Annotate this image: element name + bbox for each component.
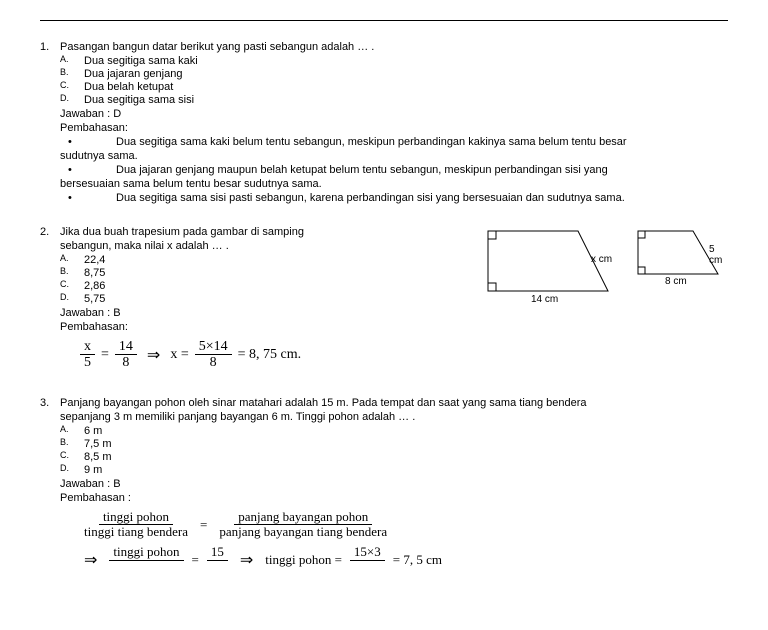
numerator: tinggi pohon: [109, 545, 183, 560]
bullet-icon: •: [60, 192, 116, 204]
x-equals: x =: [170, 347, 188, 363]
opt-text: 9 m: [84, 464, 728, 476]
fraction: 14 8: [115, 339, 137, 371]
arrow-icon: ⇒: [147, 345, 160, 365]
q3-discussion-label: Pembahasan :: [60, 492, 728, 504]
q1-answer: Jawaban : D: [60, 108, 728, 120]
opt-label: A.: [60, 54, 84, 66]
numerator: 15: [207, 545, 228, 560]
q1-option-a: A. Dua segitiga sama kaki: [60, 55, 728, 67]
numerator: panjang bayangan pohon: [234, 510, 372, 525]
q1-option-d: D. Dua segitiga sama sisi: [60, 94, 728, 106]
numerator: tinggi pohon: [99, 510, 173, 525]
denominator: 8: [206, 355, 221, 370]
top-divider: [40, 20, 728, 21]
opt-text: 8,5 m: [84, 451, 728, 463]
q3-option-b: B. 7,5 m: [60, 438, 728, 450]
numerator: 14: [115, 339, 137, 355]
opt-text: 6 m: [84, 425, 728, 437]
denominator: [362, 561, 373, 575]
bullet-text: Dua jajaran genjang maupun belah ketupat…: [116, 164, 728, 176]
q3-option-d: D. 9 m: [60, 464, 728, 476]
trapezoid-small: 5 cm 8 cm: [633, 226, 728, 294]
fraction: panjang bayangan pohon panjang bayangan …: [215, 510, 391, 540]
trap-label: 14 cm: [531, 294, 558, 305]
opt-label: B.: [60, 437, 84, 449]
opt-text: Dua belah ketupat: [84, 81, 728, 93]
q3-word-formula: tinggi pohon tinggi tiang bendera = panj…: [80, 510, 728, 540]
q3-text2: sepanjang 3 m memiliki panjang bayangan …: [60, 411, 728, 423]
numerator: x: [80, 339, 95, 355]
opt-label: B.: [60, 67, 84, 79]
q1-text: Pasangan bangun datar berikut yang pasti…: [60, 41, 728, 53]
denominator: [212, 561, 223, 575]
bullet-continue: bersesuaian sama belum tentu besar sudut…: [60, 178, 728, 190]
denominator: panjang bayangan tiang bendera: [215, 525, 391, 539]
arrow-icon: ⇒: [84, 550, 97, 570]
question-1: 1. Pasangan bangun datar berikut yang pa…: [40, 41, 728, 206]
trap-label: 5 cm: [709, 244, 728, 266]
fraction: x 5: [80, 339, 95, 371]
arrow-icon: ⇒: [240, 550, 253, 570]
bullet-text: Dua segitiga sama sisi pasti sebangun, k…: [116, 192, 728, 204]
bullet-continue: sudutnya sama.: [60, 150, 728, 162]
opt-label: D.: [60, 463, 84, 475]
opt-label: C.: [60, 279, 84, 291]
trap-label: x cm: [591, 254, 612, 265]
q3-formula-2: ⇒ tinggi pohon = 15 ⇒ tinggi pohon = 15×…: [80, 545, 728, 575]
opt-label: C.: [60, 450, 84, 462]
q2-formula: x 5 = 14 8 ⇒ x = 5×14 8 = 8, 75 cm.: [80, 339, 728, 371]
opt-text: Dua segitiga sama kaki: [84, 55, 728, 67]
tinggi-equals: tinggi pohon =: [265, 552, 342, 568]
question-2: 2. Jika dua buah trapesium pada gambar d…: [40, 226, 728, 377]
trapezoid-large: x cm 14 cm: [483, 226, 613, 309]
trap-label: 8 cm: [665, 276, 687, 287]
fraction: 15×3: [350, 545, 385, 575]
q3-option-c: C. 8,5 m: [60, 451, 728, 463]
denominator: tinggi tiang bendera: [80, 525, 192, 539]
q3-number: 3.: [40, 397, 60, 409]
q1-option-b: B. Dua jajaran genjang: [60, 68, 728, 80]
opt-text: 7,5 m: [84, 438, 728, 450]
fraction: 15: [207, 545, 228, 575]
bullet-item: • Dua segitiga sama sisi pasti sebangun,…: [60, 192, 728, 204]
bullet-item: • Dua jajaran genjang maupun belah ketup…: [60, 164, 728, 176]
bullet-item: • Dua segitiga sama kaki belum tentu seb…: [60, 136, 728, 148]
denominator: [141, 561, 152, 575]
bullet-icon: •: [60, 136, 116, 148]
q1-option-c: C. Dua belah ketupat: [60, 81, 728, 93]
opt-label: B.: [60, 266, 84, 278]
numerator: 15×3: [350, 545, 385, 560]
trapezoid-diagram: x cm 14 cm 5 cm 8 cm: [483, 226, 728, 309]
q2-discussion-label: Pembahasan:: [60, 321, 728, 333]
result: = 8, 75 cm.: [238, 347, 302, 363]
fraction: tinggi pohon: [109, 545, 183, 575]
q1-number: 1.: [40, 41, 60, 53]
fraction: tinggi pohon tinggi tiang bendera: [80, 510, 192, 540]
opt-text: Dua segitiga sama sisi: [84, 94, 728, 106]
q3-text1: Panjang bayangan pohon oleh sinar mataha…: [60, 397, 728, 409]
opt-text: Dua jajaran genjang: [84, 68, 728, 80]
denominator: 8: [118, 355, 133, 370]
opt-label: D.: [60, 292, 84, 304]
question-3: 3. Panjang bayangan pohon oleh sinar mat…: [40, 397, 728, 581]
bullet-icon: •: [60, 164, 116, 176]
opt-label: D.: [60, 93, 84, 105]
bullet-text: Dua segitiga sama kaki belum tentu seban…: [116, 136, 728, 148]
opt-label: A.: [60, 253, 84, 265]
equals: =: [101, 347, 109, 363]
equals: =: [192, 552, 199, 568]
q1-discussion-label: Pembahasan:: [60, 122, 728, 134]
result: = 7, 5 cm: [393, 552, 442, 568]
fraction: 5×14 8: [195, 339, 232, 371]
opt-label: C.: [60, 80, 84, 92]
opt-label: A.: [60, 424, 84, 436]
q3-answer: Jawaban : B: [60, 478, 728, 490]
q2-number: 2.: [40, 226, 60, 238]
q3-option-a: A. 6 m: [60, 425, 728, 437]
numerator: 5×14: [195, 339, 232, 355]
denominator: 5: [80, 355, 95, 370]
equals: =: [200, 517, 207, 533]
